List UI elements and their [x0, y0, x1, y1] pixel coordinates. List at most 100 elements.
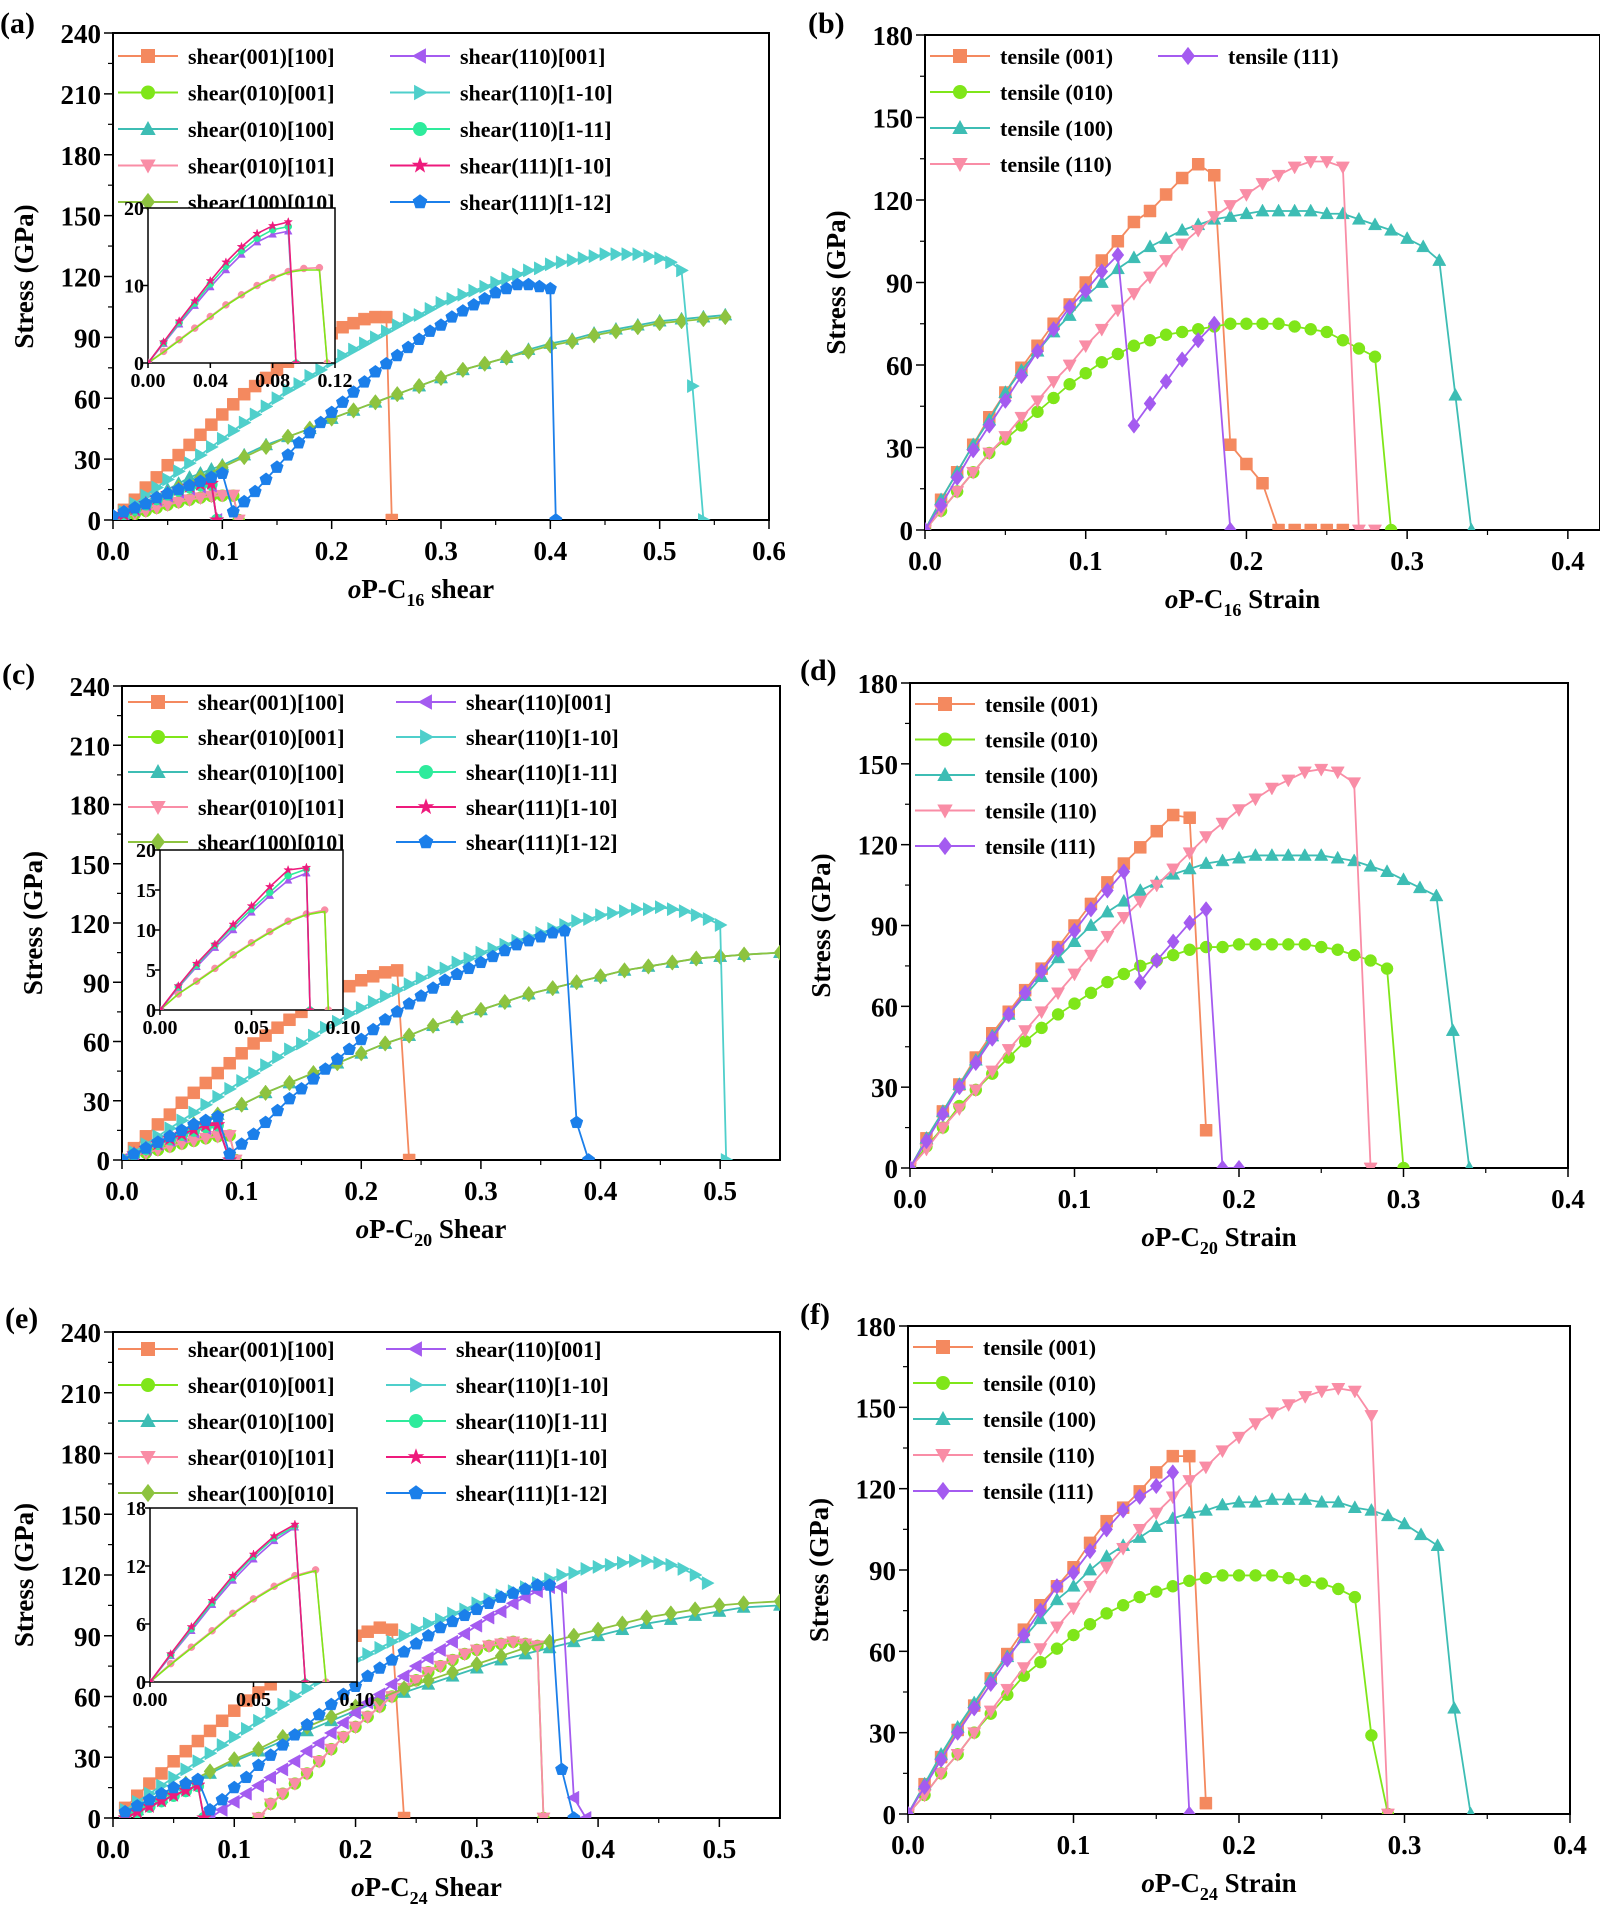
legend-item: tensile (110): [915, 799, 1097, 824]
y-tick-label: 60: [74, 384, 101, 414]
legend-label: shear(010)[101]: [198, 795, 345, 820]
data-point: [521, 277, 535, 291]
data-point: [163, 1108, 177, 1121]
data-point: [228, 1704, 241, 1717]
data-point: [158, 336, 169, 347]
x-tick-label: 0.0: [893, 1184, 927, 1214]
data-point: [478, 291, 492, 305]
series-line: [910, 943, 1405, 1168]
legend-marker: [408, 1485, 424, 1500]
data-point: [1083, 1617, 1097, 1631]
data-point: [951, 1724, 964, 1741]
legend-item: shear(010)[001]: [128, 725, 345, 750]
data-point: [378, 1035, 392, 1052]
legend-marker: [412, 194, 428, 209]
data-point: [264, 1748, 278, 1761]
data-point: [678, 904, 692, 919]
y-tick-label: 30: [83, 1087, 110, 1117]
data-point: [221, 257, 231, 267]
data-point: [165, 1787, 182, 1803]
y-tick-label: 120: [61, 1561, 102, 1591]
x-tick-label: 0.2: [339, 1834, 373, 1864]
legend-marker: [936, 1340, 950, 1354]
legend-item: shear(001)[100]: [128, 690, 345, 715]
data-point: [1079, 282, 1093, 299]
data-point: [1111, 235, 1125, 248]
data-point: [720, 1152, 734, 1160]
legend-label: tensile (001): [1000, 44, 1113, 69]
data-point: [1314, 848, 1329, 861]
data-point: [1159, 373, 1173, 390]
data-point: [1049, 1621, 1064, 1635]
data-point: [565, 333, 579, 350]
data-point: [439, 961, 453, 976]
data-point: [522, 985, 536, 1003]
data-point: [518, 1582, 532, 1595]
data-point: [160, 1004, 165, 1010]
series-inset-4: [150, 1519, 311, 1682]
data-point: [1287, 203, 1302, 217]
data-point: [347, 316, 360, 330]
data-point: [1432, 253, 1447, 266]
data-point: [1303, 203, 1318, 217]
data-point: [934, 1751, 948, 1768]
data-point: [665, 1557, 679, 1572]
data-point: [374, 1640, 388, 1655]
data-point: [336, 1687, 350, 1701]
data-point: [523, 263, 536, 278]
data-point: [336, 395, 350, 408]
data-point: [1319, 156, 1334, 169]
legend-label: tensile (111): [1228, 44, 1339, 69]
legend-item: shear(110)[1-10]: [386, 1373, 609, 1398]
data-point: [544, 337, 557, 354]
data-point: [1166, 948, 1180, 962]
inset-plot: 0.00 0.05 0.10 0 6 12 18: [126, 1498, 375, 1711]
data-point: [272, 1050, 285, 1065]
data-point: [1030, 395, 1045, 409]
data-point: [631, 902, 644, 917]
data-point: [925, 521, 932, 530]
legend-marker: [417, 798, 435, 815]
data-point: [468, 283, 482, 298]
data-point: [1000, 1651, 1014, 1668]
data-point: [908, 1805, 915, 1814]
data-point: [208, 511, 225, 520]
data-point: [216, 1738, 230, 1753]
legend: tensile (001) tensile (010) tensile (100) t…: [913, 1335, 1096, 1504]
data-point: [501, 271, 515, 286]
legend-marker: [936, 1376, 950, 1390]
x-axis-title: oP-C16 shear: [348, 574, 494, 610]
data-point: [1248, 1494, 1263, 1508]
legend-label: tensile (110): [983, 1443, 1095, 1468]
data-point: [287, 1754, 301, 1769]
data-point: [385, 513, 399, 520]
series-shear-111-1-12-: [122, 923, 596, 1160]
data-point: [361, 1625, 374, 1638]
data-point: [205, 418, 218, 431]
data-point: [227, 1751, 241, 1768]
data-point: [390, 348, 404, 362]
data-point: [1232, 1569, 1246, 1582]
data-point: [402, 1153, 416, 1160]
data-point: [252, 1758, 266, 1771]
series-shear-110-1-10-: [122, 900, 734, 1160]
data-point: [1046, 376, 1061, 389]
data-point: [1182, 847, 1197, 861]
data-point: [1132, 1523, 1147, 1537]
legend-label: tensile (100): [985, 763, 1098, 788]
x-tick-label: 0.4: [533, 536, 567, 566]
legend-label: shear(111)[1-12]: [460, 190, 612, 215]
data-point: [1143, 395, 1157, 412]
data-point: [676, 263, 689, 278]
legend-item: shear(010)[101]: [128, 795, 345, 820]
data-point: [412, 332, 426, 345]
data-point: [1166, 808, 1180, 822]
data-point: [1231, 1494, 1247, 1508]
data-point: [226, 489, 241, 503]
data-point: [252, 228, 262, 238]
data-point: [1084, 986, 1098, 1000]
data-point: [301, 1681, 315, 1696]
data-point: [1314, 1494, 1329, 1508]
data-point: [1166, 1449, 1180, 1463]
legend: tensile (001) tensile (010) tensile (100) t…: [930, 44, 1339, 177]
